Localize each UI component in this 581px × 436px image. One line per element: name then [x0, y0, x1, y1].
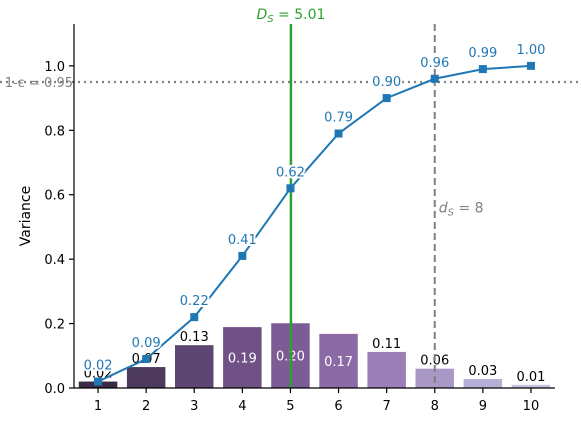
- bar-value-label: 0.17: [324, 355, 353, 370]
- cumulative-value-label: 0.09: [132, 336, 161, 351]
- cumulative-point: [238, 251, 247, 260]
- y-ticks: 0.0 0.2 0.4 0.6 0.8 1.0: [44, 60, 74, 397]
- y-tick-label: 0.2: [44, 318, 65, 333]
- bar-value-label: 0.13: [180, 330, 209, 345]
- x-tick-label: 7: [383, 399, 391, 414]
- bar: [511, 384, 551, 388]
- cumulative-point: [430, 74, 439, 83]
- cumulative-points: [94, 61, 535, 386]
- bar-series: [78, 323, 551, 388]
- bar: [223, 327, 262, 388]
- cumulative-value-label: 0.90: [372, 75, 401, 90]
- cumulative-value-label: 0.79: [324, 111, 353, 126]
- bar-value-label: 0.01: [516, 370, 545, 385]
- cumulative-point: [526, 61, 535, 70]
- cumulative-value-label: 0.02: [84, 359, 113, 374]
- bar-value-label: 0.19: [228, 352, 257, 367]
- bar: [463, 378, 503, 388]
- bar-value-label: 0.11: [372, 337, 401, 352]
- y-tick-label: 0.4: [44, 253, 65, 268]
- cumulative-point: [478, 65, 487, 74]
- x-tick-label: 6: [334, 399, 342, 414]
- cumulative-value-label: 0.22: [180, 294, 209, 309]
- cumulative-value-label: 0.99: [468, 46, 497, 61]
- bar-value-label: 0.06: [420, 354, 449, 369]
- bar: [126, 367, 166, 388]
- dimension-label: dS = 8: [439, 200, 484, 218]
- dimension-label-text: dS = 8: [439, 200, 484, 218]
- cumulative-point: [142, 355, 151, 364]
- y-tick-label: 1.0: [44, 60, 65, 75]
- y-tick-label: 0.0: [44, 382, 65, 397]
- cumulative-value-label: 0.96: [420, 56, 449, 71]
- x-tick-label: 2: [142, 399, 150, 414]
- bar-value-label: 0.03: [468, 364, 497, 379]
- cumulative-value-label: 1.00: [516, 43, 545, 58]
- soft-dimension-label-text: DS = 5.01: [256, 7, 325, 25]
- bar: [175, 345, 214, 388]
- x-tick-label: 3: [190, 399, 198, 414]
- bar: [367, 351, 406, 388]
- x-ticks: 1 2 3 4 5 6 7 8 9 10: [94, 388, 539, 414]
- y-tick-label: 0.6: [44, 189, 65, 204]
- cumulative-value-label: 0.41: [228, 233, 257, 248]
- x-tick-label: 10: [523, 399, 540, 414]
- bar: [319, 333, 358, 388]
- x-tick-label: 9: [479, 399, 487, 414]
- x-tick-label: 8: [431, 399, 439, 414]
- cumulative-point: [190, 313, 199, 322]
- threshold-label: 1-ε = 0.95: [5, 76, 73, 91]
- x-tick-label: 1: [94, 399, 102, 414]
- cumulative-point: [334, 129, 343, 138]
- soft-dimension-label: DS = 5.01: [256, 7, 325, 25]
- y-tick-label: 0.8: [44, 124, 65, 139]
- x-tick-label: 4: [238, 399, 246, 414]
- cumulative-line: [97, 64, 532, 383]
- y-axis-label: Variance: [18, 186, 34, 246]
- cumulative-point: [286, 184, 295, 193]
- cumulative-value-label: 0.62: [276, 165, 305, 180]
- x-tick-label: 5: [286, 399, 294, 414]
- cumulative-point: [94, 377, 103, 386]
- cumulative-value-labels: 0.02 0.09 0.22 0.41 0.62 0.79 0.90 0.96 0.99 1.00: [82, 41, 548, 376]
- cumulative-point: [382, 94, 391, 103]
